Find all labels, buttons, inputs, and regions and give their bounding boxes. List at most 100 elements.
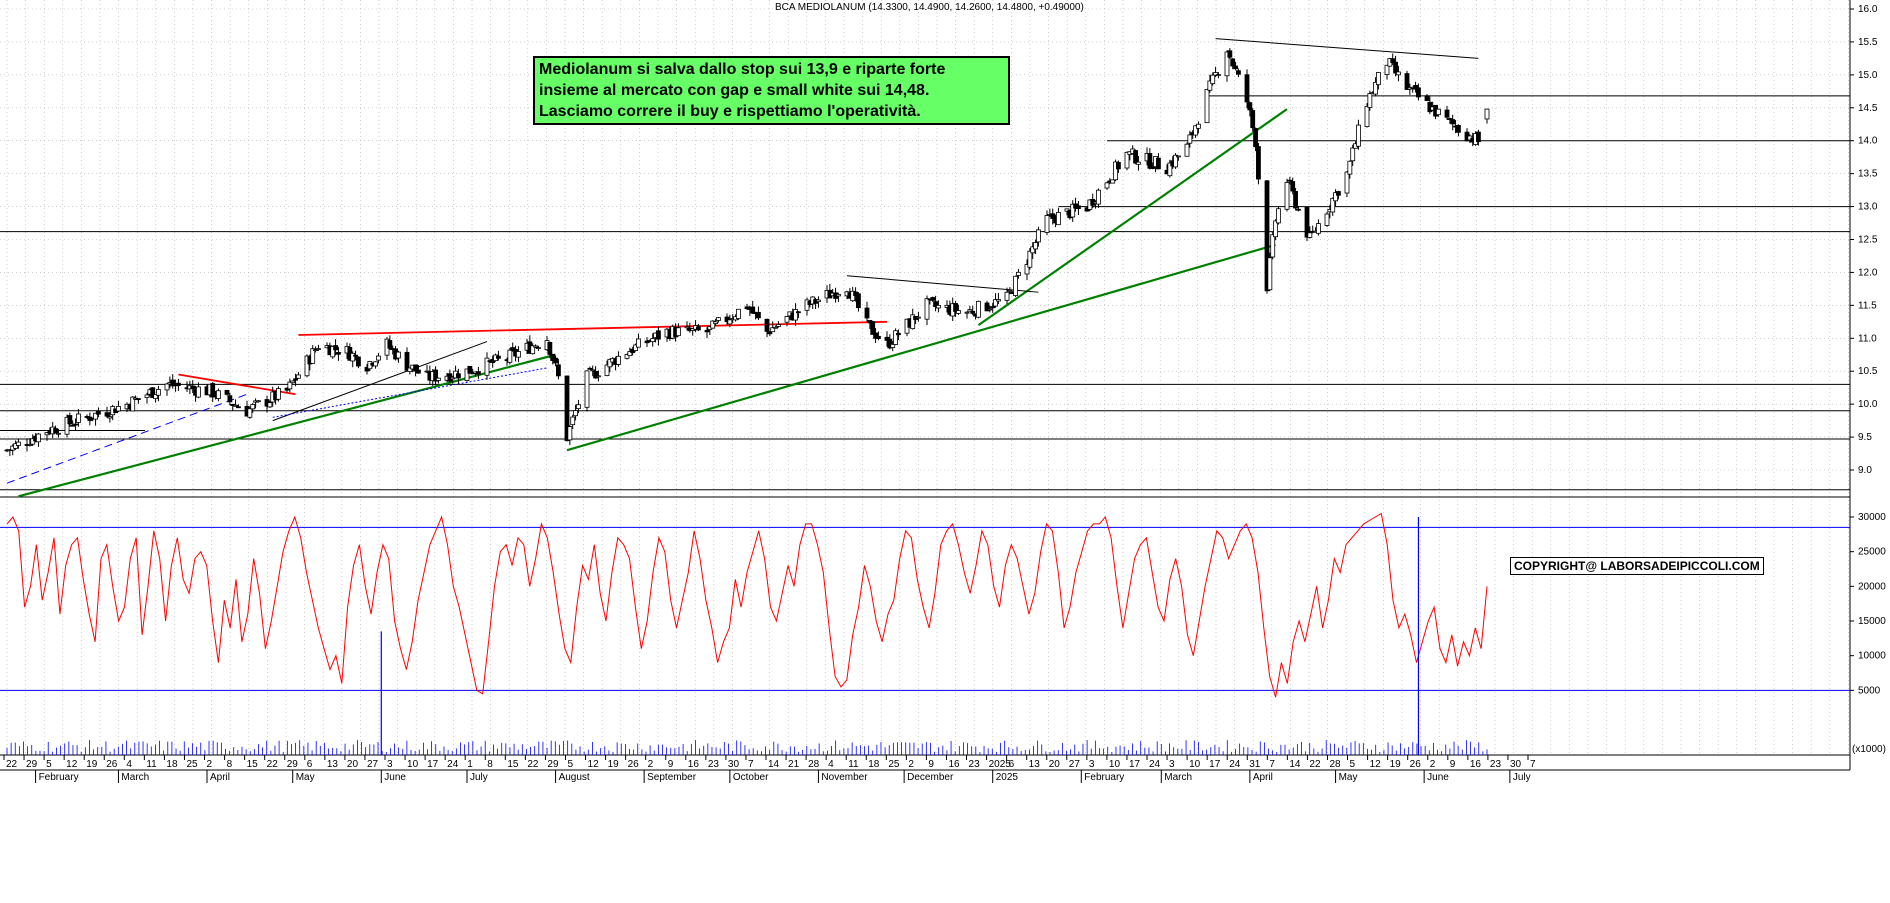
candle-black [696, 326, 701, 331]
date-tick-label: 8 [227, 759, 233, 770]
candle-black [1450, 119, 1456, 125]
candle-white [924, 298, 930, 320]
candle-white [1096, 189, 1101, 205]
candle-white [956, 310, 961, 314]
candle-black [1250, 110, 1256, 129]
date-tick-label: 16 [1470, 759, 1482, 770]
date-tick-label: 5 [46, 759, 52, 770]
candle-white [310, 348, 316, 364]
candle-black [236, 406, 241, 409]
date-tick-label: 29 [547, 759, 559, 770]
date-tick-label: 3 [1089, 759, 1095, 770]
copyright-label: COPYRIGHT@ LABORSADEIPICCOLI.COM [1510, 557, 1764, 575]
candle-white [1176, 155, 1181, 158]
date-tick-label: 31 [1249, 759, 1261, 770]
annotation-line: Mediolanum si salva dallo stop sui 13,9 … [539, 61, 946, 78]
candle-black [1244, 74, 1250, 103]
price-tick-label: 11.0 [1858, 333, 1877, 344]
date-tick-label: 5 [1350, 759, 1356, 770]
candle-white [1033, 242, 1038, 250]
candle-white [30, 438, 36, 445]
price-tick-label: 9.5 [1858, 432, 1872, 443]
candle-white [1136, 161, 1141, 165]
candle-white [1350, 147, 1356, 162]
candle-black [587, 367, 593, 370]
date-tick-label: 18 [868, 759, 880, 770]
price-tick-label: 16.0 [1858, 4, 1878, 15]
candle-white [1110, 179, 1116, 184]
candle-white [1276, 208, 1281, 224]
date-tick-label: 6 [307, 759, 313, 770]
candle-white [1013, 275, 1018, 296]
candle-black [404, 351, 410, 371]
date-tick-label: 7 [748, 759, 754, 770]
candle-white [976, 300, 981, 318]
candle-white [890, 343, 896, 348]
date-tick-label: 25 [888, 759, 900, 770]
date-tick-label: 19 [608, 759, 620, 770]
candle-white [1024, 264, 1030, 275]
price-tick-label: 13.0 [1858, 202, 1878, 213]
candle-black [190, 385, 196, 389]
candle-white [250, 404, 256, 410]
date-tick-label: 13 [327, 759, 339, 770]
candle-white [570, 416, 576, 426]
candle-white [536, 347, 541, 350]
month-label: May [296, 772, 315, 783]
candle-white [584, 370, 590, 408]
candle-white [1167, 162, 1173, 177]
candle-white [604, 364, 610, 377]
candle-white [533, 345, 538, 348]
candle-black [70, 424, 76, 427]
candle-white [93, 412, 98, 420]
candle-black [547, 341, 553, 355]
candle-white [993, 299, 998, 307]
candle-white [196, 386, 201, 398]
candle-white [713, 321, 718, 324]
candle-white [296, 374, 301, 379]
candle-black [796, 311, 801, 314]
date-tick-label: 23 [708, 759, 720, 770]
chart-title: BCA MEDIOLANUM (14.3300, 14.4900, 14.260… [775, 2, 1084, 13]
candle-black [433, 369, 438, 382]
candle-black [764, 318, 770, 332]
trendline-blue-dash [6, 393, 248, 484]
date-tick-label: 3 [1169, 759, 1175, 770]
month-label: March [1164, 772, 1192, 783]
date-tick-label: 12 [1370, 759, 1382, 770]
candle-black [416, 369, 421, 374]
month-label: February [39, 772, 79, 783]
candle-white [676, 327, 681, 337]
date-tick-label: 26 [628, 759, 640, 770]
candle-white [1284, 182, 1290, 210]
candle-black [73, 423, 78, 426]
candle-white [316, 348, 321, 350]
date-tick-label: 4 [828, 759, 834, 770]
candle-white [910, 314, 916, 330]
candle-white [130, 396, 136, 412]
candle-white [107, 416, 113, 419]
date-tick-label: 10 [1109, 759, 1121, 770]
date-tick-label: 26 [1410, 759, 1422, 770]
month-label: April [210, 772, 230, 783]
price-tick-label: 11.5 [1858, 300, 1877, 311]
candle-white [636, 338, 641, 348]
date-tick-label: 11 [848, 759, 859, 770]
candle-white [770, 327, 776, 333]
candle-black [1287, 179, 1293, 182]
date-tick-label: 17 [1209, 759, 1221, 770]
price-tick-label: 12.5 [1858, 235, 1878, 246]
month-label: 2025 [996, 772, 1019, 783]
candle-white [407, 367, 413, 372]
candle-white [330, 346, 336, 358]
candle-white [376, 355, 381, 361]
date-tick-label: 13 [1029, 759, 1041, 770]
candle-last [1484, 108, 1490, 120]
candle-white [233, 404, 238, 407]
candle-white [816, 299, 821, 303]
date-tick-label: 21 [788, 759, 800, 770]
candle-white [267, 402, 273, 408]
date-tick-label: 7 [1269, 759, 1275, 770]
candle-black [1133, 150, 1138, 164]
trendline-blue-dot [272, 367, 548, 418]
